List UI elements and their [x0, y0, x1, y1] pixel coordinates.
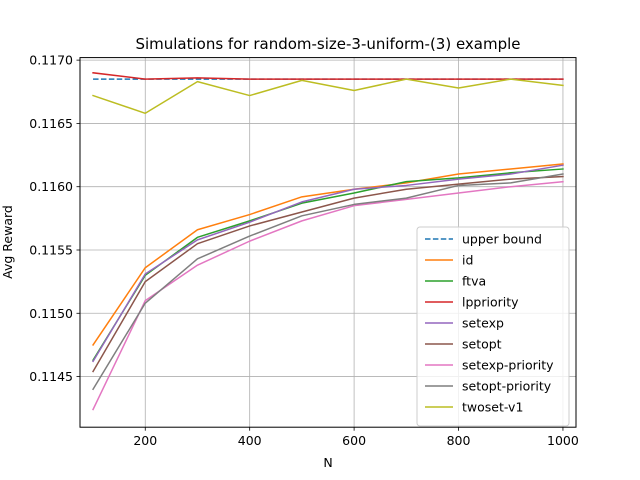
legend: upper bound id ftva lppriority setexp setopt s…	[416, 226, 570, 427]
x-tick-label: 200	[133, 433, 157, 448]
legend-label: ftva	[462, 274, 486, 289]
series-line-twoset-v1	[92, 78, 564, 115]
legend-label: setexp-priority	[462, 358, 554, 373]
y-tick-label: 0.1165	[29, 116, 73, 131]
x-tick-label: 1000	[547, 433, 579, 448]
legend-label: lppriority	[462, 295, 519, 310]
plot-frame	[79, 57, 577, 428]
x-tick-label: 800	[447, 433, 471, 448]
y-axis-label: Avg Reward	[0, 205, 15, 279]
x-tick-label: 400	[238, 433, 262, 448]
legend-label: twoset-v1	[462, 400, 523, 415]
y-tick-label: 0.1170	[29, 53, 73, 68]
series-line-setexp-priority	[92, 180, 564, 411]
legend-label: setexp	[462, 316, 504, 331]
series-line-setopt-priority	[92, 173, 564, 391]
series-layer	[92, 71, 564, 411]
y-tick-label: 0.1145	[29, 369, 73, 384]
legend-label: id	[462, 253, 473, 268]
x-tick-label: 600	[342, 433, 366, 448]
y-axis: 0.1145 0.1150 0.1155 0.1160 0.1165 0.1170	[29, 53, 80, 384]
series-line-lppriority	[92, 71, 564, 80]
legend-box	[416, 226, 570, 427]
series-line-setopt	[92, 175, 564, 373]
x-axis-label: N	[323, 455, 332, 470]
legend-label: upper bound	[462, 232, 542, 247]
series-line-setexp	[92, 164, 564, 363]
chart-title: Simulations for random-size-3-uniform-(3…	[135, 35, 520, 53]
legend-label: setopt	[462, 337, 502, 352]
y-tick-label: 0.1150	[29, 306, 73, 321]
y-tick-label: 0.1155	[29, 242, 73, 257]
x-axis: 200 400 600 800 1000	[133, 427, 579, 448]
series-line-id	[92, 163, 564, 346]
y-tick-label: 0.1160	[29, 179, 73, 194]
legend-label: setopt-priority	[462, 379, 552, 394]
